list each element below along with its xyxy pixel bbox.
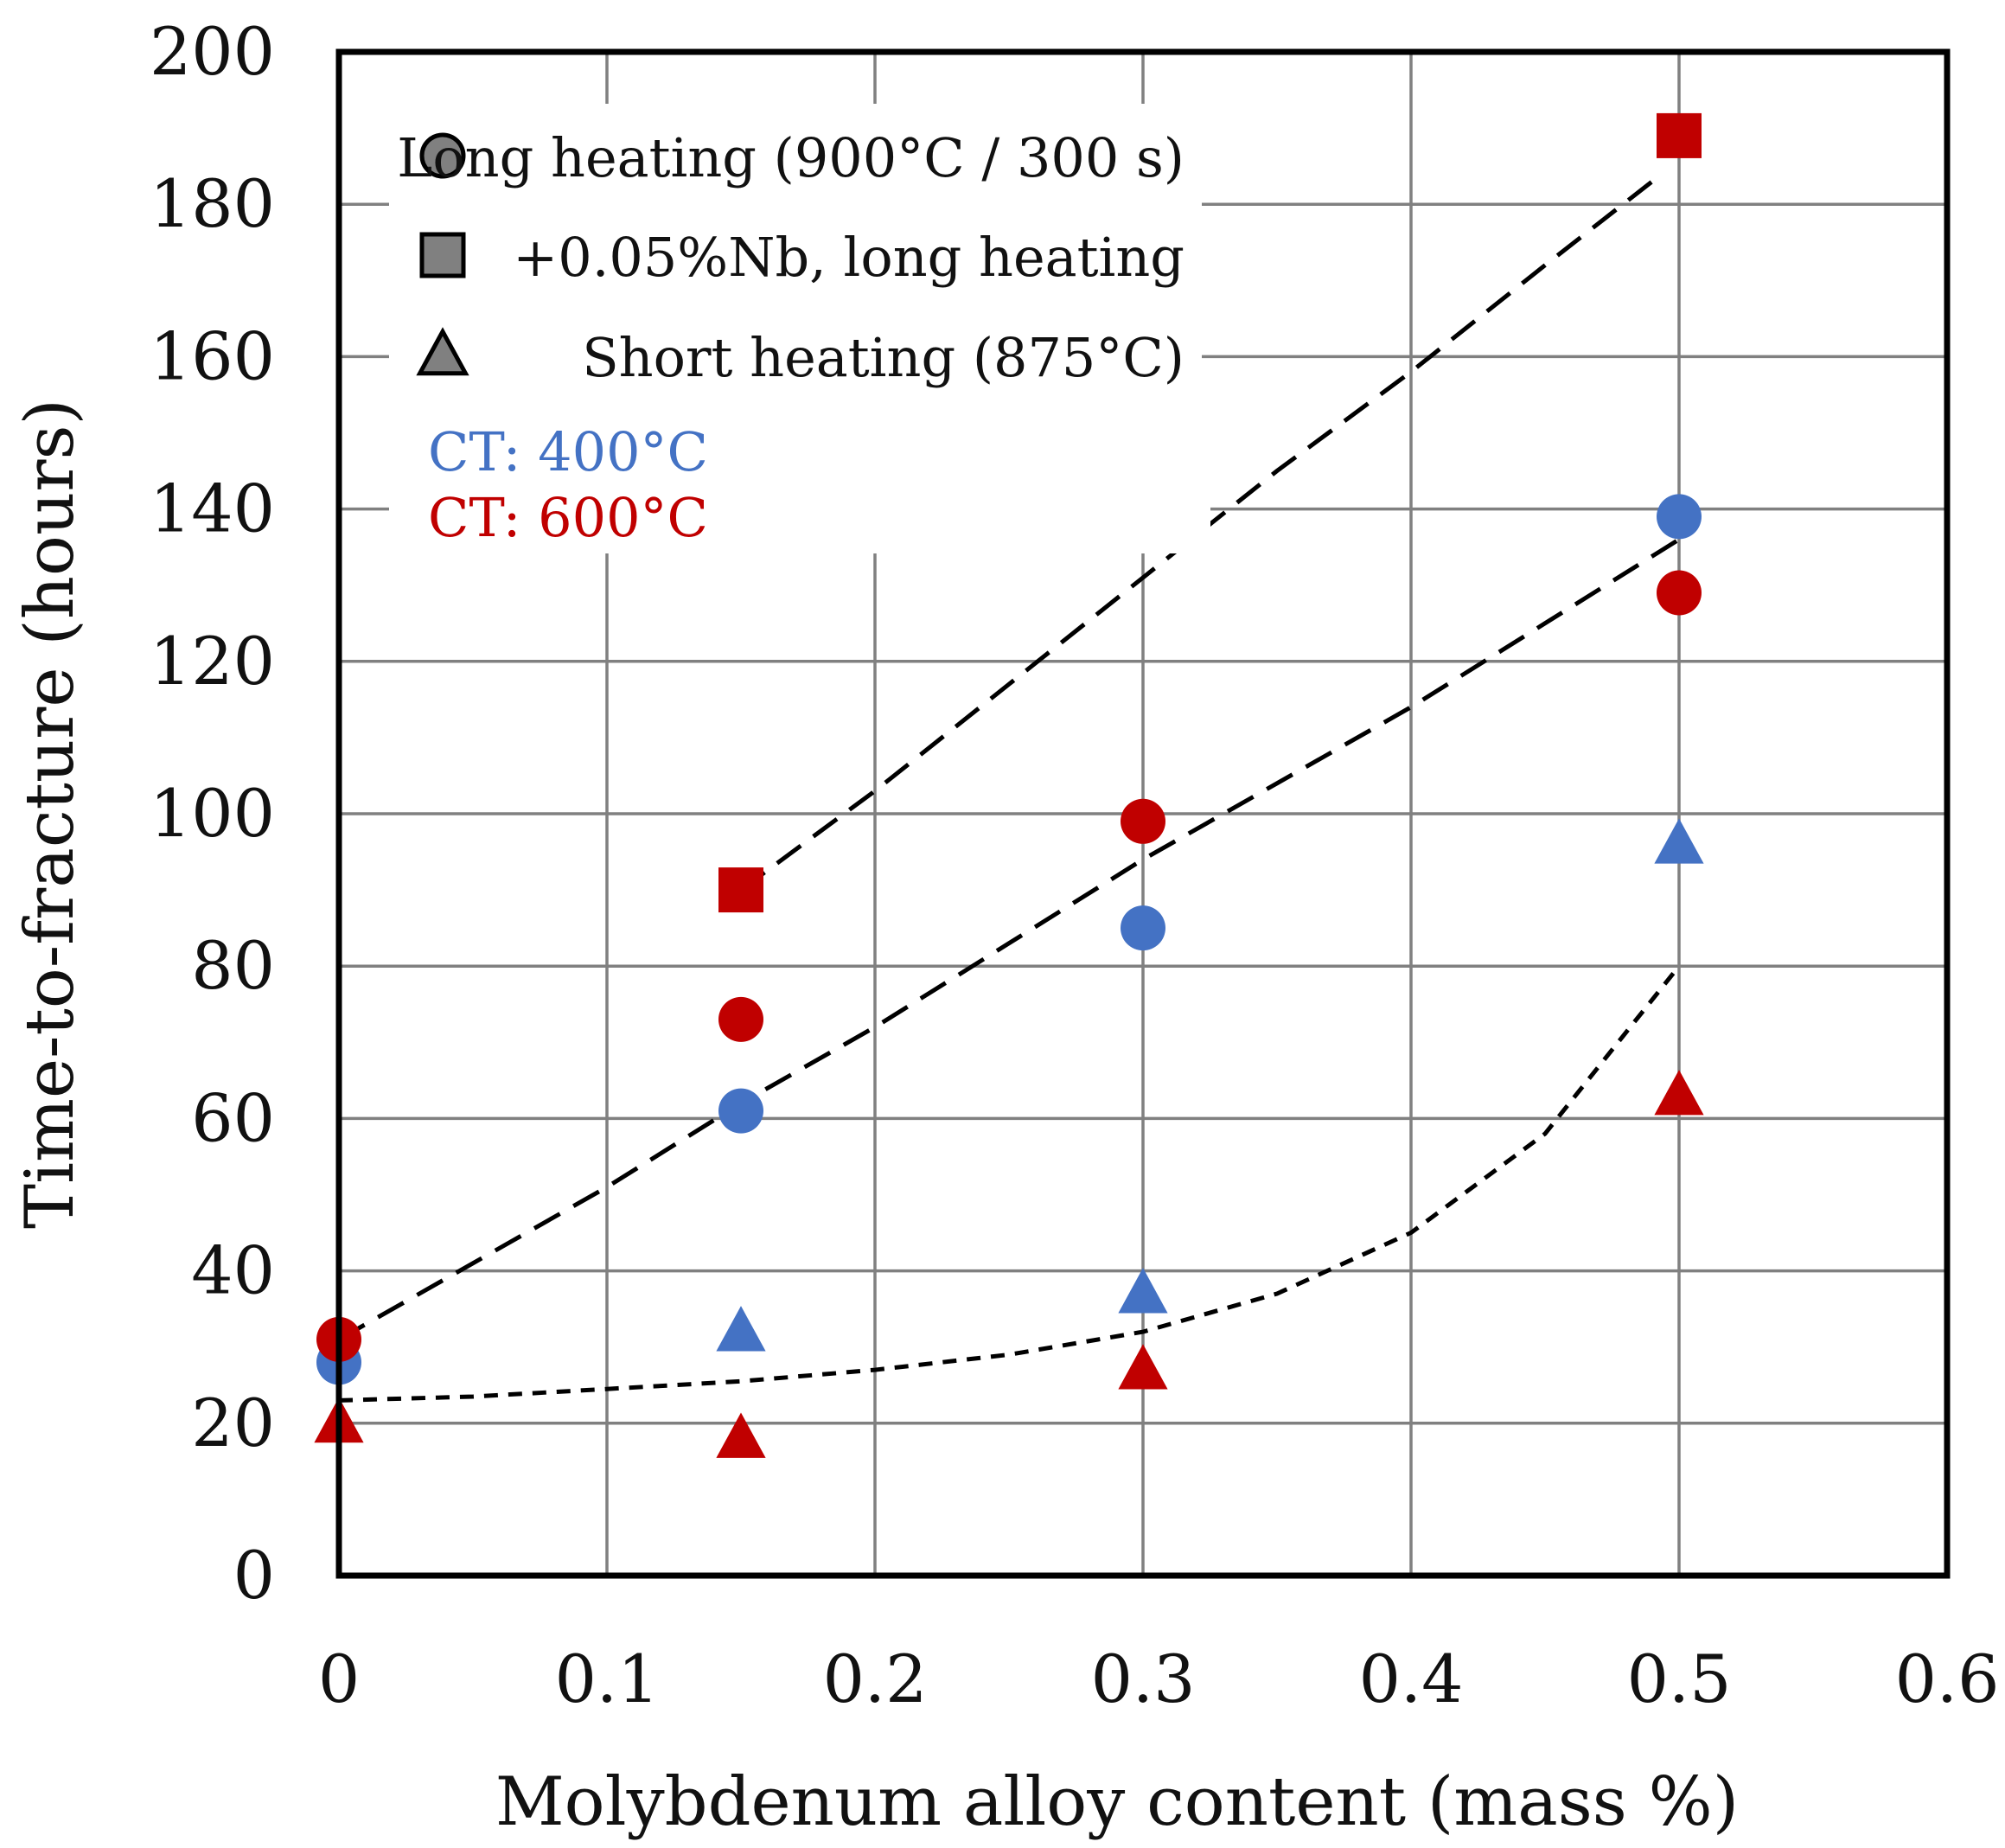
color-legend-ct-600-c: CT: 600°C <box>428 486 708 549</box>
y-tick-label-5: 100 <box>150 775 275 852</box>
point-long-heating-ct-400-c-2 <box>1121 905 1165 951</box>
x-tick-label-5: 0.5 <box>1627 1640 1732 1717</box>
legend-marker-circle <box>419 132 466 179</box>
x-tick-label-6: 0.6 <box>1895 1640 2000 1717</box>
axes <box>335 48 1951 1579</box>
x-tick-label-0: 0 <box>318 1640 360 1717</box>
y-tick-label-10: 200 <box>150 13 275 90</box>
x-tick-label-1: 0.1 <box>555 1640 660 1717</box>
y-tick-label-4: 80 <box>191 927 275 1004</box>
point-short-heating-ct-600-c-1 <box>716 1412 766 1458</box>
trendline-short-heating-trend <box>338 964 1681 1403</box>
y-tick-label-1: 20 <box>191 1384 275 1461</box>
point-long-heating-ct-600-c-3 <box>1657 570 1702 616</box>
legend-background-extension <box>692 398 1210 553</box>
color-legend-ct-400-c: CT: 400°C <box>428 420 708 483</box>
y-axis-title: Time-to-fracture (hours) <box>11 399 89 1229</box>
y-tick-label-0: 0 <box>233 1537 275 1614</box>
y-tick-label-6: 120 <box>150 623 275 700</box>
legend-marker-triangle <box>416 327 469 376</box>
y-tick-label-7: 140 <box>150 470 275 547</box>
legend: Long heating (900°C / 300 s) +0.05%Nb, lo… <box>389 104 1210 553</box>
point-0-05-nb-long-heating-ct-600-c-0 <box>718 867 763 913</box>
x-tick-label-3: 0.3 <box>1091 1640 1196 1717</box>
y-tick-label-2: 40 <box>191 1232 275 1309</box>
plot-frame <box>335 48 1951 1579</box>
legend-label-long-heating-900-c-300-s: Long heating (900°C / 300 s) <box>397 126 1184 189</box>
point-long-heating-ct-400-c-1 <box>718 1088 763 1134</box>
point-short-heating-ct-400-c-0 <box>716 1306 766 1352</box>
labels: 0 0.1 0.2 0.3 0.4 0.5 0.6 0 20 40 60 80 100 120 140 160… <box>11 13 1999 1841</box>
point-short-heating-ct-600-c-3 <box>1654 1070 1704 1116</box>
x-axis-title: Molybdenum alloy content (mass %) <box>495 1763 1739 1841</box>
x-tick-label-2: 0.2 <box>823 1640 928 1717</box>
legend-label-short-heating-875-c: Short heating (875°C) <box>582 326 1184 389</box>
legend-marker-square <box>419 232 466 278</box>
data-points <box>314 112 1704 1458</box>
y-tick-label-8: 160 <box>150 317 275 394</box>
y-tick-label-3: 60 <box>191 1079 275 1156</box>
point-0-05-nb-long-heating-ct-600-c-1 <box>1657 112 1702 158</box>
point-long-heating-ct-600-c-1 <box>718 996 763 1042</box>
trendline-long-heating-trend <box>337 537 1681 1342</box>
point-short-heating-ct-400-c-2 <box>1654 818 1704 864</box>
point-long-heating-ct-600-c-2 <box>1121 798 1165 844</box>
x-tick-label-4: 0.4 <box>1359 1640 1464 1717</box>
point-short-heating-ct-600-c-2 <box>1118 1344 1168 1390</box>
point-short-heating-ct-400-c-1 <box>1118 1268 1168 1314</box>
point-long-heating-ct-400-c-3 <box>1657 494 1702 540</box>
y-tick-label-9: 180 <box>150 165 275 242</box>
legend-label-0-05-nb-long-heating: +0.05%Nb, long heating <box>513 226 1184 289</box>
